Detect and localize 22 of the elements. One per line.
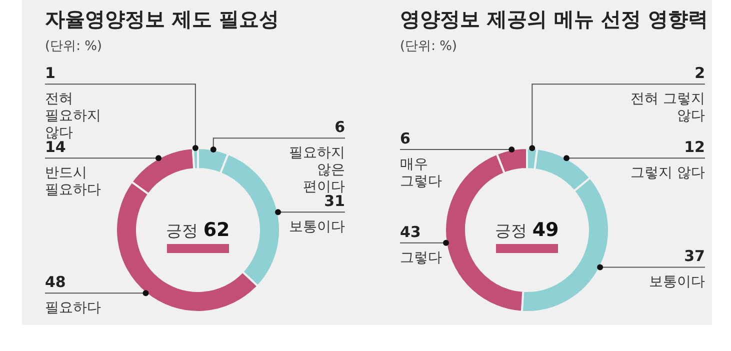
slice-label: 그렇지 않다 (630, 165, 705, 182)
chart-subtitle: (단위: %) (45, 39, 102, 54)
slice-label: 보통이다 (649, 274, 705, 290)
slice-label: 반드시 필요하다 (45, 165, 101, 198)
text: 긍정 49 (495, 219, 559, 241)
slice-label: 매우 그렇다 (400, 156, 442, 190)
chart-title: 영양정보 제공의 메뉴 선정 영향력 (400, 7, 708, 31)
data-label: 2 (694, 64, 705, 82)
data-label: 37 (684, 247, 705, 266)
text: 긍정 62 (166, 219, 230, 241)
data-label: 6 (334, 118, 345, 136)
chart-title: 자율영양정보 제도 필요성 (45, 7, 279, 31)
data-label: 6 (400, 129, 410, 148)
data-label: 1 (45, 64, 56, 82)
data-label: 43 (400, 222, 421, 241)
data-label: 12 (684, 138, 705, 156)
slice-label: 전혀 그렇지 않다 (630, 91, 705, 124)
chart-subtitle: (단위: %) (400, 39, 458, 54)
slice-label: 그렇다 (400, 250, 442, 266)
slice-label: 보통이다 (289, 219, 345, 236)
slice-label: 필요하다 (45, 300, 101, 316)
data-label: 48 (45, 273, 66, 292)
